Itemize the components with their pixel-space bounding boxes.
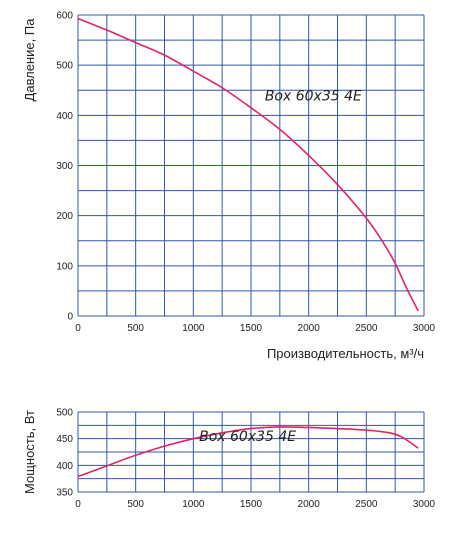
x-tick-label: 2500 [355,323,378,334]
x-tick-label: 3000 [413,323,436,334]
x-tick-label: 2000 [298,499,321,510]
y-tick-label: 400 [56,461,73,472]
x-axis-title: Производительность, м³/ч [267,346,424,361]
x-tick-label: 0 [75,323,81,334]
chart-1: 0 500 1000 1500 2000 2500 3000 0 100 200 300 400 500… [22,11,436,362]
y-axis-title: Мощность, Вт [22,410,37,494]
x-tick-label: 1000 [182,499,205,510]
x-tick-label: 3000 [413,499,436,510]
y-tick-label: 600 [56,11,73,22]
x-tick-label: 500 [127,499,144,510]
x-tick-label: 2500 [355,499,378,510]
x-tick-label: 2000 [298,323,321,334]
chart-2: 0 500 1000 1500 2000 2500 3000 350 400 450 500 Мощн… [22,408,436,511]
series-label: Box 60x35 4E [265,88,362,104]
y-tick-label: 100 [56,261,73,272]
y-tick-label: 200 [56,211,73,222]
y-tick-label: 300 [56,161,73,172]
y-tick-label: 400 [56,111,73,122]
y-tick-label: 500 [56,61,73,72]
y-tick-label: 0 [67,312,73,323]
series-label: Box 60x35 4E [199,429,296,445]
series-line [77,17,419,312]
series-line [77,426,419,478]
y-tick-label: 500 [56,408,73,419]
x-tick-label: 0 [75,499,81,510]
x-tick-label: 1500 [240,499,263,510]
x-tick-label: 1000 [182,323,205,334]
y-axis-title: Давление, Па [22,18,37,102]
x-tick-label: 500 [127,323,144,334]
y-tick-label: 350 [56,488,73,499]
y-tick-label: 450 [56,434,73,445]
x-tick-label: 1500 [240,323,263,334]
